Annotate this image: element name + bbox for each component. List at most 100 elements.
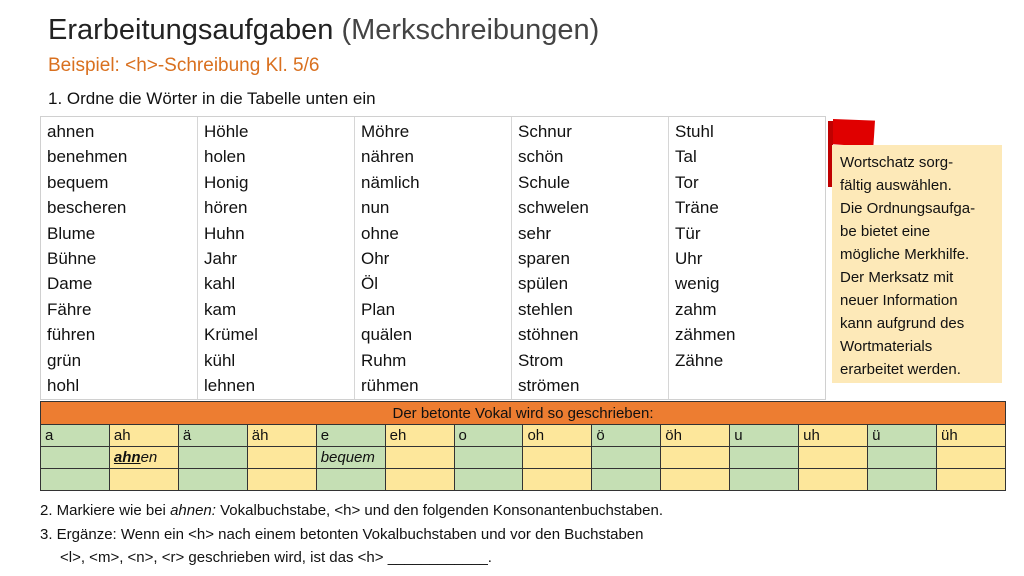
word: Stuhl [675,122,714,141]
word-column-4: Schnur schön Schule schwelen sehr sparen… [512,117,669,399]
word: hören [204,198,248,218]
answer-cell[interactable] [246,446,317,469]
vowel-cell: a [40,424,110,447]
answer-cell[interactable] [40,468,110,491]
title-paren: (Merkschreibungen) [341,14,600,46]
note-line: be bietet eine [840,223,931,240]
task-3-line-2: <l>, <m>, <n>, <r> geschrieben wird, ist… [60,549,492,566]
example-ahnen: ahnen [113,449,158,466]
answer-cell[interactable] [798,446,869,469]
word: strömen [518,376,580,396]
word: Jahr [204,249,238,269]
answer-cell[interactable] [108,468,179,491]
word: Ohr [361,249,390,269]
word: quälen [361,325,413,345]
note-line: Die Ordnungsaufga- [840,200,976,217]
answer-cell[interactable] [867,446,937,469]
word: bescheren [47,198,127,218]
answer-cell[interactable] [315,468,386,491]
word: stehlen [518,299,573,319]
word: wenig [675,274,720,294]
word: Uhr [675,249,703,269]
answer-cell[interactable] [177,446,248,469]
word: schön [518,147,564,167]
answer-cell[interactable] [522,468,593,491]
word: kahl [204,274,236,294]
word: schwelen [518,198,589,218]
task-2-italic: ahnen: [170,502,216,519]
answer-cell[interactable] [591,446,662,469]
vowel-cell: ä [177,424,248,447]
word: benehmen [47,147,128,167]
word: kam [204,299,237,319]
word: Strom [518,350,564,370]
task-3-line-1: 3. Ergänze: Wenn ein <h> nach einem beto… [40,526,644,543]
answer-cell[interactable] [729,468,800,491]
word: Bühne [47,249,97,269]
word: sparen [518,249,570,269]
note-line: kann aufgrund des [840,315,965,332]
word: lehnen [204,376,256,396]
answer-cell[interactable] [177,468,248,491]
answer-cell[interactable] [384,446,455,469]
word: stöhnen [518,325,579,345]
word: Huhn [204,223,245,243]
word: Tor [675,172,699,192]
answer-cell[interactable] [591,468,662,491]
word: Höhle [204,122,249,141]
vowel-cell: oh [522,424,593,447]
note-line: Der Merksatz mit [840,269,954,286]
answer-cell[interactable] [867,468,937,491]
answer-cell[interactable] [384,468,455,491]
subtitle: Beispiel: <h>-Schreibung Kl. 5/6 [48,55,320,76]
word: holen [204,147,246,167]
answer-cell[interactable] [660,446,731,469]
word: Tür [675,223,701,243]
word: Schule [518,172,570,192]
flag-pole [828,121,833,187]
word: Krümel [204,325,258,345]
answer-cell[interactable] [522,446,593,469]
note-line: mögliche Merkhilfe. [840,246,970,263]
task-2-suffix: Vokalbuchstabe, <h> und den folgenden Ko… [215,502,663,519]
table-row-empty [40,468,1007,491]
word-column-3: Möhre nähren nämlich nun ohne Ohr Öl Pla… [355,117,512,399]
answer-cell[interactable] [40,446,110,469]
answer-cell[interactable] [935,446,1007,469]
vowel-cell: öh [660,424,731,447]
answer-cell[interactable] [453,468,524,491]
vowel-cell: eh [384,424,455,447]
vowel-cell: e [315,424,386,447]
word: kühl [204,350,236,370]
vowel-cell: ö [591,424,662,447]
title-main: Erarbeitungsaufgaben [48,14,334,46]
answer-cell[interactable] [246,468,317,491]
vowel-cell: uh [798,424,869,447]
word: ahnen [47,122,95,141]
answer-cell[interactable] [935,468,1007,491]
answer-cell[interactable] [660,468,731,491]
note-line: Wortmaterials [840,338,933,355]
word: Blume [47,223,96,243]
word-column-5: Stuhl Tal Tor Träne Tür Uhr wenig zahm z… [669,117,825,399]
task-2-prefix: 2. Markiere wie bei [40,502,171,519]
word: Fähre [47,299,92,319]
example-bequem: bequem [320,449,375,466]
word-column-2: Höhle holen Honig hören Huhn Jahr kahl k… [198,117,355,399]
word: nähren [361,147,414,167]
word: führen [47,325,96,345]
vowel-cell: üh [935,424,1007,447]
vowel-cell: äh [246,424,317,447]
word: hohl [47,376,80,396]
teacher-note: Wortschatz sorg- fältig auswählen. Die O… [832,145,1002,383]
word: Träne [675,198,719,218]
answer-cell-ahnen[interactable]: ahnen [108,446,179,469]
answer-cell[interactable] [729,446,800,469]
task-2: 2. Markiere wie bei ahnen: Vokalbuchstab… [40,502,663,519]
note-line: Wortschatz sorg- [840,154,954,171]
answer-cell[interactable] [453,446,524,469]
answer-cell[interactable] [798,468,869,491]
answer-cell-bequem[interactable]: bequem [315,446,386,469]
word: nun [361,198,390,218]
word: Ruhm [361,350,407,370]
